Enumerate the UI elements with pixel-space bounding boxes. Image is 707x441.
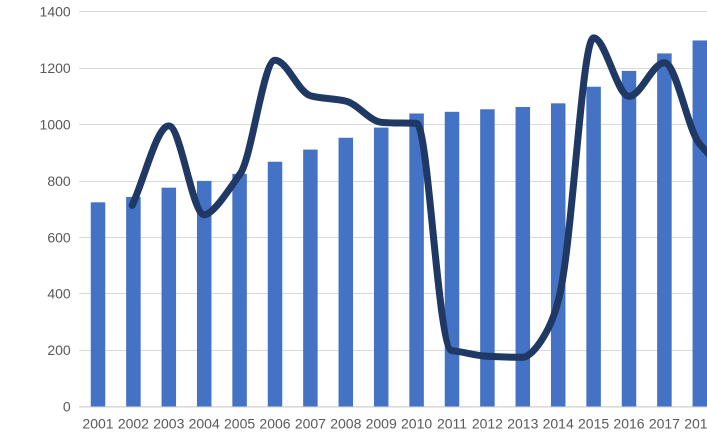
svg-text:2007: 2007 [295, 416, 326, 432]
svg-text:2010: 2010 [401, 416, 432, 432]
svg-text:2002: 2002 [118, 416, 149, 432]
svg-text:2003: 2003 [153, 416, 184, 432]
svg-text:2014: 2014 [543, 416, 574, 432]
svg-text:2001: 2001 [82, 416, 113, 432]
svg-text:2013: 2013 [507, 416, 538, 432]
svg-text:1200: 1200 [40, 60, 71, 76]
svg-text:0: 0 [63, 399, 71, 415]
svg-text:2004: 2004 [189, 416, 220, 432]
svg-text:2016: 2016 [613, 416, 644, 432]
svg-text:2017: 2017 [649, 416, 680, 432]
svg-text:2015: 2015 [578, 416, 609, 432]
svg-text:800: 800 [47, 173, 71, 189]
svg-text:2009: 2009 [366, 416, 397, 432]
svg-text:2018: 2018 [684, 416, 707, 432]
svg-text:1400: 1400 [40, 4, 71, 20]
svg-text:2005: 2005 [224, 416, 255, 432]
svg-text:600: 600 [47, 229, 71, 245]
svg-text:200: 200 [47, 342, 71, 358]
svg-text:2006: 2006 [259, 416, 290, 432]
svg-text:2008: 2008 [330, 416, 361, 432]
svg-text:2012: 2012 [472, 416, 503, 432]
svg-text:2011: 2011 [437, 416, 467, 432]
svg-text:1000: 1000 [40, 117, 71, 133]
svg-text:400: 400 [47, 286, 71, 302]
